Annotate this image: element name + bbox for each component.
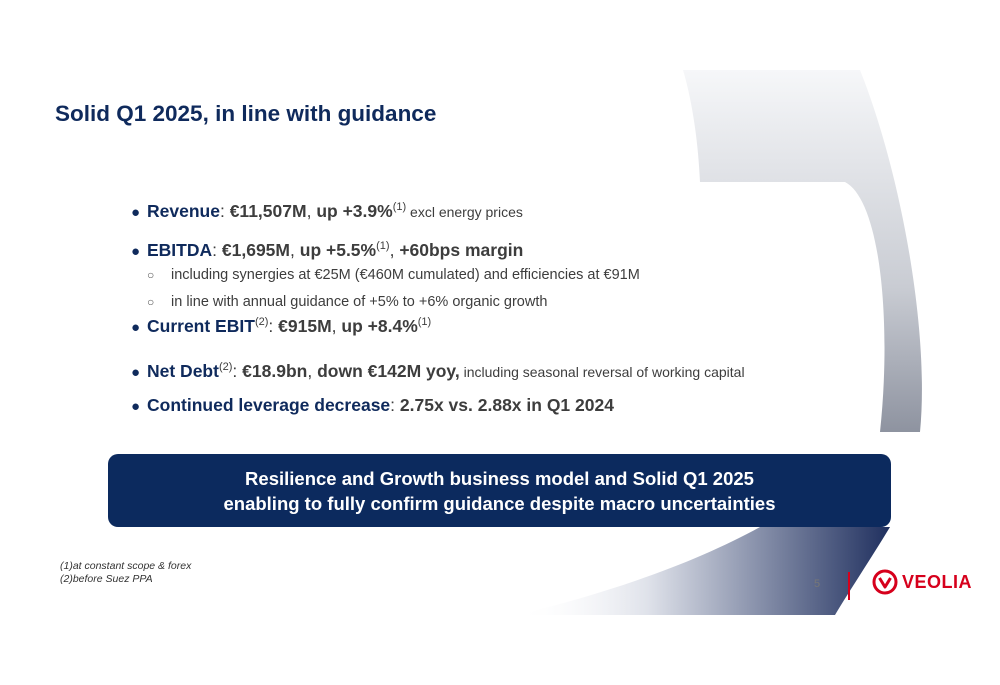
footnote-1: (1)at constant scope & forex xyxy=(60,560,192,572)
slide-title: Solid Q1 2025, in line with guidance xyxy=(55,101,437,126)
bullet-ebitda: ● EBITDA: €1,695M, up +5.5%(1), +60bps ma… xyxy=(131,240,523,261)
ebit-sep: : xyxy=(268,316,274,336)
revenue-value: €11,507M xyxy=(229,201,307,221)
bullet-ebit: ● Current EBIT(2): €915M, up +8.4%(1) xyxy=(131,316,431,337)
revenue-key: Revenue xyxy=(147,201,220,221)
bullet-dot: ● xyxy=(131,398,141,415)
sub-item-synergies: ○ including synergies at €25M (€460M cumu… xyxy=(147,267,640,283)
veolia-emblem-icon xyxy=(872,569,898,595)
debt-note: including seasonal reversal of working c… xyxy=(459,364,745,380)
ebit-comma: , xyxy=(331,316,337,336)
circle-bullet-icon: ○ xyxy=(147,295,155,309)
debt-change: down €142M yoy, xyxy=(317,361,460,381)
ebit-growth: up +8.4% xyxy=(341,316,418,336)
bullet-net-debt: ● Net Debt(2): €18.9bn, down €142M yoy, i… xyxy=(131,361,745,382)
footnote-2: (2)before Suez PPA xyxy=(60,573,153,585)
sub-item-guidance: ○ in line with annual guidance of +5% to … xyxy=(147,294,547,310)
debt-key-sup: (2) xyxy=(218,361,233,373)
ebit-sup: (1) xyxy=(417,316,432,328)
revenue-comma: , xyxy=(306,201,312,221)
bullet-dot: ● xyxy=(131,319,141,336)
bullet-dot: ● xyxy=(131,364,141,381)
debt-comma: , xyxy=(307,361,313,381)
swoosh-upper xyxy=(683,70,922,432)
leverage-sep: : xyxy=(390,395,396,415)
revenue-sup: (1) xyxy=(392,201,407,213)
ebitda-value: €1,695M xyxy=(221,240,290,260)
ebit-key: Current EBIT xyxy=(147,316,255,336)
conclusion-banner: Resilience and Growth business model and… xyxy=(108,454,891,527)
revenue-sep: : xyxy=(219,201,225,221)
ebitda-growth: up +5.5% xyxy=(299,240,377,260)
ebitda-comma2: , xyxy=(389,240,395,260)
revenue-growth: up +3.9% xyxy=(316,201,393,221)
debt-key: Net Debt xyxy=(147,361,219,381)
ebitda-sep: : xyxy=(212,240,218,260)
logo-divider xyxy=(848,572,850,600)
banner-line-1: Resilience and Growth business model and… xyxy=(245,467,754,489)
bullet-revenue: ● Revenue: €11,507M, up +3.9%(1) excl ene… xyxy=(131,201,523,222)
page-number: 5 xyxy=(814,578,821,590)
logo-wordmark: VEOLIA xyxy=(902,571,973,592)
ebitda-sup: (1) xyxy=(376,240,390,252)
ebit-key-sup: (2) xyxy=(254,316,269,328)
ebitda-key: EBITDA xyxy=(147,240,213,260)
sub-item-text: including synergies at €25M (€460M cumul… xyxy=(171,267,640,283)
banner-line-2: enabling to fully confirm guidance despi… xyxy=(223,492,776,514)
sub-item-text: in line with annual guidance of +5% to +… xyxy=(171,294,548,310)
bullet-dot: ● xyxy=(131,204,141,221)
debt-value: €18.9bn xyxy=(242,361,308,381)
revenue-note: excl energy prices xyxy=(406,204,523,220)
ebitda-margin: +60bps margin xyxy=(399,240,524,260)
swoosh-lower xyxy=(517,527,890,615)
ebitda-comma: , xyxy=(290,240,295,260)
debt-sep: : xyxy=(232,361,238,381)
ebit-value: €915M xyxy=(278,316,332,336)
bullet-dot: ● xyxy=(131,243,141,260)
leverage-value: 2.75x vs. 2.88x in Q1 2024 xyxy=(399,395,614,415)
leverage-key: Continued leverage decrease xyxy=(147,395,391,415)
circle-bullet-icon: ○ xyxy=(147,268,155,282)
bullet-leverage: ● Continued leverage decrease: 2.75x vs. … xyxy=(131,395,614,416)
veolia-logo: VEOLIA xyxy=(872,569,972,595)
